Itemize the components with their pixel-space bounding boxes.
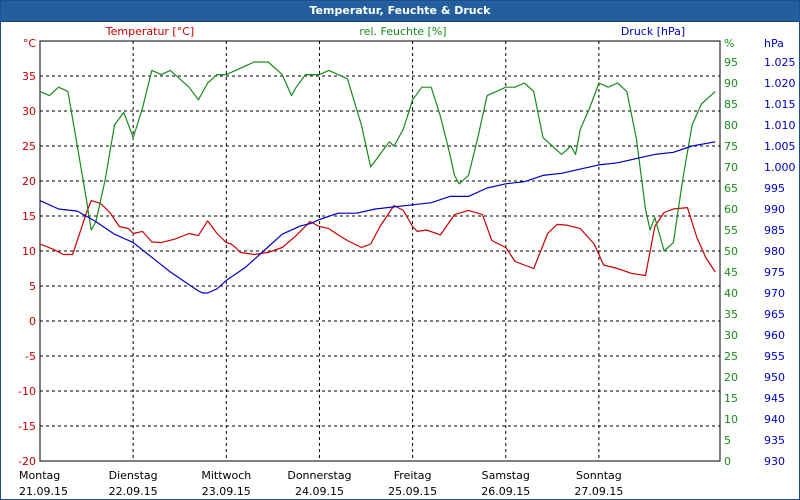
- temperature-line: [39, 200, 716, 277]
- x-tick-date: 25.09.15: [388, 485, 437, 498]
- pressure-tick: 960: [764, 329, 785, 342]
- temperature-tick: 30: [22, 105, 36, 118]
- x-tick-date: 23.09.15: [202, 485, 251, 498]
- humidity-tick: 55: [724, 224, 738, 237]
- pressure-tick: 950: [764, 371, 785, 384]
- x-axis-tick-labels: Montag 21.09.15 Dienstag 22.09.15 Mittwoch 23…: [19, 469, 623, 498]
- humidity-tick: 95: [724, 56, 738, 69]
- humidity-tick: 20: [724, 371, 738, 384]
- humidity-tick: 60: [724, 203, 738, 216]
- pressure-tick: 940: [764, 413, 785, 426]
- humidity-tick: 65: [724, 182, 738, 195]
- x-tick-day: Freitag: [394, 469, 432, 482]
- temperature-tick: 15: [22, 210, 36, 223]
- temperature-tick: 20: [22, 175, 36, 188]
- x-tick-day: Samstag: [482, 469, 530, 482]
- humidity-tick: 35: [724, 308, 738, 321]
- humidity-tick: 70: [724, 161, 738, 174]
- humidity-axis-label: rel. Feuchte [%]: [359, 25, 446, 38]
- chart-grid: [40, 41, 720, 461]
- pressure-tick: 930: [764, 455, 785, 468]
- pressure-tick: 980: [764, 245, 785, 258]
- pressure-tick: 1.025: [764, 56, 796, 69]
- pressure-tick: 935: [764, 434, 785, 447]
- humidity-tick: 15: [724, 392, 738, 405]
- pressure-tick: 985: [764, 224, 785, 237]
- temperature-tick: -5: [25, 350, 36, 363]
- humidity-tick: 45: [724, 266, 738, 279]
- pressure-tick: 995: [764, 182, 785, 195]
- humidity-tick: 50: [724, 245, 738, 258]
- humidity-tick: 90: [724, 77, 738, 90]
- temperature-tick: -10: [18, 385, 36, 398]
- temperature-tick-labels: °C 35 30 25 20 15 10 5 0 -5 -10 -15 -20: [18, 37, 36, 468]
- x-tick-day: Dienstag: [109, 469, 158, 482]
- temperature-axis-label: Temperatur [°C]: [105, 25, 194, 38]
- temperature-tick: 10: [22, 245, 36, 258]
- temperature-tick: 35: [22, 70, 36, 83]
- title-bar: Temperatur, Feuchte & Druck: [1, 1, 799, 22]
- humidity-tick: 25: [724, 350, 738, 363]
- humidity-tick: 30: [724, 329, 738, 342]
- window-title: Temperatur, Feuchte & Druck: [309, 4, 491, 17]
- temperature-tick: 0: [29, 315, 36, 328]
- humidity-tick: 5: [724, 434, 731, 447]
- pressure-tick: 965: [764, 308, 785, 321]
- x-tick-day: Mittwoch: [201, 469, 251, 482]
- humidity-tick: 75: [724, 140, 738, 153]
- plot-area-border: [39, 40, 721, 462]
- pressure-tick: hPa: [764, 37, 784, 50]
- x-tick-day: Montag: [19, 469, 60, 482]
- pressure-tick-labels: hPa 1.025 1.020 1.015 1.010 1.005 1.000 995 990 9…: [764, 37, 796, 468]
- pressure-tick: 970: [764, 287, 785, 300]
- humidity-tick: 80: [724, 119, 738, 132]
- x-tick-date: 26.09.15: [481, 485, 530, 498]
- x-tick-day: Donnerstag: [287, 469, 351, 482]
- pressure-tick: 1.000: [764, 161, 796, 174]
- pressure-tick: 1.020: [764, 77, 796, 90]
- chart-series: [39, 61, 716, 294]
- temperature-tick: -20: [18, 455, 36, 468]
- x-tick-date: 22.09.15: [109, 485, 158, 498]
- pressure-line: [39, 141, 716, 294]
- pressure-tick: 955: [764, 350, 785, 363]
- pressure-tick: 1.010: [764, 119, 796, 132]
- pressure-tick: 990: [764, 203, 785, 216]
- humidity-line: [39, 61, 716, 252]
- pressure-tick: 1.015: [764, 98, 796, 111]
- temperature-tick: 25: [22, 140, 36, 153]
- pressure-tick: 975: [764, 266, 785, 279]
- x-tick-day: Sonntag: [576, 469, 622, 482]
- humidity-tick: 10: [724, 413, 738, 426]
- x-tick-date: 24.09.15: [295, 485, 344, 498]
- humidity-tick: 85: [724, 98, 738, 111]
- pressure-tick: 945: [764, 392, 785, 405]
- temperature-tick: °C: [23, 37, 37, 50]
- temperature-tick: -15: [18, 420, 36, 433]
- humidity-tick: 0: [724, 455, 731, 468]
- pressure-tick: 1.005: [764, 140, 796, 153]
- x-tick-date: 27.09.15: [574, 485, 623, 498]
- temperature-tick: 5: [29, 280, 36, 293]
- humidity-tick: %: [724, 37, 734, 50]
- x-tick-date: 21.09.15: [19, 485, 68, 498]
- humidity-tick: 40: [724, 287, 738, 300]
- pressure-axis-label: Druck [hPa]: [621, 25, 685, 38]
